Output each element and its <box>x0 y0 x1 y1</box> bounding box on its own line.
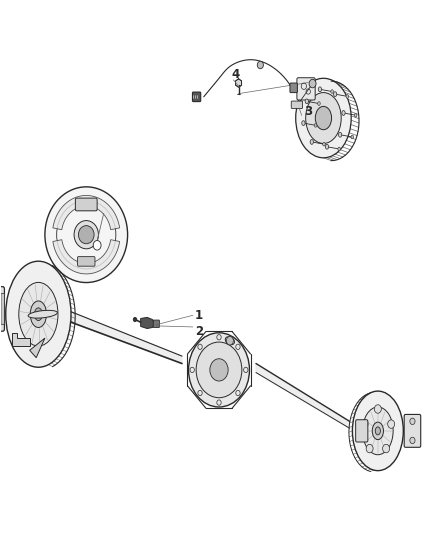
Circle shape <box>410 418 415 424</box>
Circle shape <box>226 336 233 345</box>
Ellipse shape <box>35 308 42 320</box>
Ellipse shape <box>225 337 234 345</box>
Circle shape <box>366 445 373 453</box>
Circle shape <box>188 333 250 407</box>
Ellipse shape <box>325 144 328 149</box>
FancyBboxPatch shape <box>297 78 315 100</box>
Ellipse shape <box>315 107 332 130</box>
Polygon shape <box>12 333 30 346</box>
FancyBboxPatch shape <box>291 101 303 109</box>
Polygon shape <box>67 310 182 364</box>
Circle shape <box>309 79 316 88</box>
Polygon shape <box>236 79 242 87</box>
Ellipse shape <box>305 99 308 104</box>
Ellipse shape <box>314 124 317 127</box>
FancyBboxPatch shape <box>78 256 95 266</box>
Ellipse shape <box>318 102 320 106</box>
Ellipse shape <box>342 110 345 115</box>
Polygon shape <box>53 240 120 274</box>
Text: 2: 2 <box>195 325 203 338</box>
Circle shape <box>374 405 381 413</box>
Text: 3: 3 <box>304 105 312 118</box>
Ellipse shape <box>302 120 305 125</box>
Polygon shape <box>141 317 154 328</box>
Ellipse shape <box>6 261 71 367</box>
Ellipse shape <box>318 87 321 92</box>
Ellipse shape <box>353 391 403 471</box>
Polygon shape <box>30 338 45 358</box>
Ellipse shape <box>375 427 380 435</box>
Circle shape <box>257 61 263 69</box>
Ellipse shape <box>28 310 57 318</box>
FancyBboxPatch shape <box>0 287 4 331</box>
Ellipse shape <box>74 221 99 249</box>
FancyBboxPatch shape <box>356 419 368 442</box>
FancyBboxPatch shape <box>1 294 4 324</box>
Circle shape <box>93 240 101 250</box>
Circle shape <box>410 437 415 443</box>
Ellipse shape <box>296 78 351 158</box>
Ellipse shape <box>310 140 314 144</box>
Ellipse shape <box>339 132 342 137</box>
Circle shape <box>196 342 242 398</box>
FancyBboxPatch shape <box>192 92 201 102</box>
Circle shape <box>388 420 395 429</box>
Ellipse shape <box>323 142 325 146</box>
Ellipse shape <box>306 93 341 143</box>
Ellipse shape <box>351 135 353 139</box>
FancyBboxPatch shape <box>153 320 159 327</box>
Circle shape <box>361 420 368 429</box>
Ellipse shape <box>333 92 337 96</box>
Ellipse shape <box>363 407 393 455</box>
Polygon shape <box>53 196 120 230</box>
Ellipse shape <box>346 94 349 98</box>
Text: 4: 4 <box>231 68 240 81</box>
Text: 1: 1 <box>195 309 203 322</box>
Ellipse shape <box>78 225 94 244</box>
FancyBboxPatch shape <box>75 198 97 211</box>
Ellipse shape <box>338 147 340 151</box>
Circle shape <box>383 445 389 453</box>
FancyBboxPatch shape <box>290 83 297 93</box>
Ellipse shape <box>30 301 46 327</box>
Circle shape <box>210 359 228 381</box>
Ellipse shape <box>45 187 127 282</box>
Ellipse shape <box>19 282 58 346</box>
Ellipse shape <box>372 422 383 440</box>
FancyBboxPatch shape <box>404 415 421 447</box>
Circle shape <box>133 317 137 321</box>
Ellipse shape <box>331 90 333 93</box>
Polygon shape <box>256 364 350 428</box>
Ellipse shape <box>354 114 357 117</box>
